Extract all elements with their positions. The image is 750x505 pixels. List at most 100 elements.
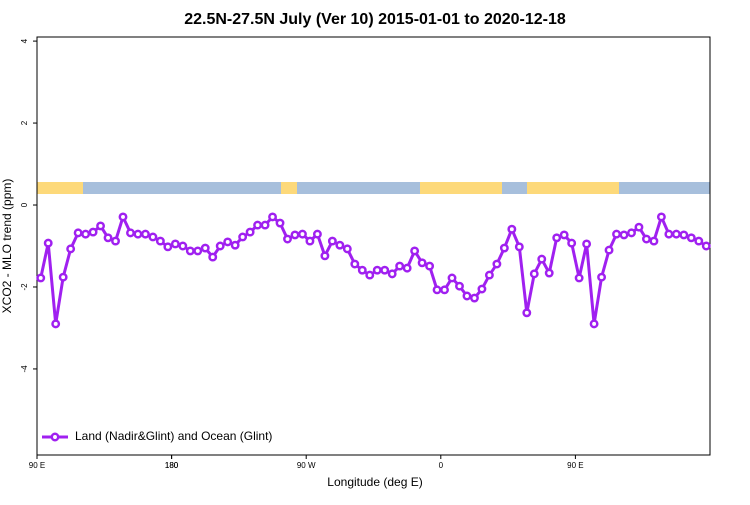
legend-label: Land (Nadir&Glint) and Ocean (Glint) — [75, 429, 272, 443]
land-band — [527, 182, 619, 194]
data-point — [73, 228, 83, 238]
data-point — [597, 272, 607, 282]
data-point — [537, 254, 547, 264]
data-point — [582, 239, 592, 249]
data-point — [664, 229, 674, 239]
legend: Land (Nadir&Glint) and Ocean (Glint) — [42, 429, 272, 443]
data-point — [679, 230, 689, 240]
data-point — [170, 239, 180, 249]
data-point — [193, 246, 203, 256]
data-point — [133, 229, 143, 239]
data-point — [686, 233, 696, 243]
land-band — [281, 182, 297, 194]
data-point — [641, 234, 651, 244]
data-point — [260, 220, 270, 230]
data-point — [238, 232, 248, 242]
data-point — [410, 246, 420, 256]
data-point — [484, 270, 494, 280]
data-point — [627, 228, 636, 238]
data-point — [43, 238, 53, 248]
data-point — [514, 242, 524, 252]
data-point — [499, 243, 509, 253]
data-point — [312, 229, 322, 239]
x-tick-label: 90 W — [297, 461, 316, 470]
data-point — [604, 245, 614, 255]
data-point — [140, 229, 150, 239]
data-point — [671, 229, 681, 239]
data-point — [96, 221, 106, 231]
data-point — [701, 241, 711, 251]
data-point — [425, 261, 435, 271]
data-point — [552, 233, 562, 243]
data-point — [148, 232, 158, 242]
data-point — [694, 236, 704, 246]
y-tick-label: 2 — [20, 120, 29, 125]
legend-marker — [50, 432, 60, 442]
data-point — [215, 241, 225, 251]
data-point — [230, 240, 240, 250]
data-point — [275, 218, 285, 228]
x-tick-label: 0 — [439, 461, 444, 470]
data-point — [51, 319, 61, 329]
data-point — [365, 270, 375, 280]
data-point — [111, 236, 120, 246]
data-point — [447, 273, 457, 283]
y-axis-label: XCO2 - MLO trend (ppm) — [0, 179, 14, 314]
data-point — [402, 263, 412, 273]
data-point — [522, 308, 532, 318]
data-point — [298, 229, 307, 239]
data-point — [66, 244, 76, 254]
x-tick-label: 180 — [165, 461, 179, 470]
data-point — [477, 284, 487, 294]
data-point — [470, 293, 479, 303]
data-point — [357, 265, 367, 275]
land-ocean-strip — [37, 182, 710, 194]
data-point — [380, 265, 390, 275]
data-point — [544, 268, 554, 278]
x-tick-label: 90 E — [29, 461, 45, 470]
x-tick-label: 90 E — [567, 461, 583, 470]
data-point — [440, 285, 449, 295]
data-point — [462, 291, 472, 301]
data-point — [253, 220, 263, 230]
data-point — [589, 319, 599, 329]
data-point — [612, 229, 621, 239]
data-point — [567, 238, 577, 248]
data-point — [492, 259, 502, 269]
data-point — [372, 265, 382, 275]
data-point — [88, 227, 98, 237]
data-point — [155, 236, 165, 246]
data-point — [342, 244, 352, 254]
data-point — [305, 236, 315, 246]
data-point — [656, 212, 666, 222]
data-point — [81, 229, 91, 239]
y-tick-label: -2 — [20, 283, 29, 291]
data-point — [283, 234, 292, 244]
data-point — [320, 251, 330, 261]
data-point — [208, 252, 218, 262]
data-point — [387, 269, 397, 279]
data-point — [245, 227, 255, 237]
chart-title: 22.5N-27.5N July (Ver 10) 2015-01-01 to … — [184, 11, 566, 28]
data-point — [350, 259, 360, 269]
y-tick-label: 0 — [20, 202, 29, 207]
data-point — [163, 242, 173, 252]
data-point — [185, 246, 195, 256]
x-axis-label: Longitude (deg E) — [327, 475, 422, 489]
data-point — [178, 241, 188, 251]
data-point — [58, 272, 68, 282]
y-tick-label: -4 — [20, 365, 29, 373]
y-tick-label: 4 — [20, 38, 29, 43]
data-point — [268, 212, 277, 222]
data-point — [395, 261, 405, 271]
data-point — [290, 230, 300, 240]
data-point — [335, 240, 345, 250]
data-point — [559, 230, 569, 240]
data-point — [200, 243, 210, 253]
data-point — [529, 269, 539, 279]
data-point — [327, 236, 337, 246]
data-point — [619, 230, 629, 240]
data-point — [507, 224, 517, 234]
data-point — [574, 273, 584, 283]
